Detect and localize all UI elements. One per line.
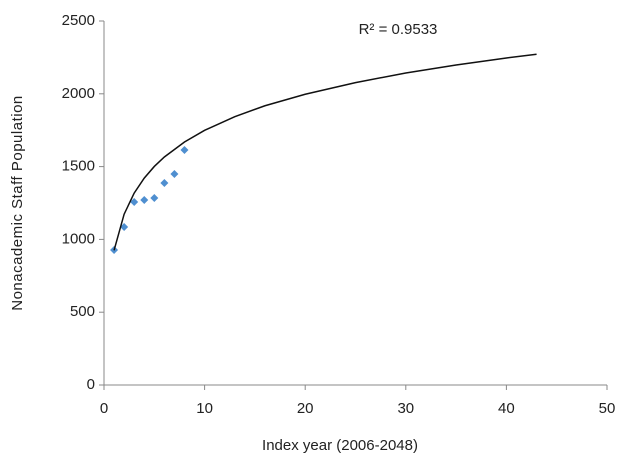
annotation: R² = 0.9533: [359, 21, 438, 38]
data-point: [160, 179, 169, 188]
data-point: [130, 197, 139, 206]
y-tick-label: 1000: [62, 230, 95, 247]
y-tick-label: 500: [70, 303, 95, 320]
trendline: [113, 53, 537, 251]
x-tick-label: 30: [397, 400, 414, 417]
y-tick-label: 2000: [62, 85, 95, 102]
data-point: [170, 170, 179, 179]
x-tick-label: 20: [297, 400, 314, 417]
x-tick-label: 0: [100, 400, 108, 417]
y-tick-label: 0: [87, 376, 95, 393]
x-axis-title: Index year (2006-2048): [262, 437, 418, 454]
data-point: [120, 223, 129, 232]
x-tick-label: 10: [196, 400, 213, 417]
y-tick-label: 2500: [62, 12, 95, 29]
data-point: [180, 146, 189, 155]
y-axis-title: Nonacademic Staff Population: [9, 95, 26, 311]
y-tick-label: 1500: [62, 158, 95, 175]
x-tick-label: 50: [599, 400, 616, 417]
x-tick-label: 40: [498, 400, 515, 417]
data-point: [150, 194, 159, 203]
data-point: [140, 195, 149, 204]
